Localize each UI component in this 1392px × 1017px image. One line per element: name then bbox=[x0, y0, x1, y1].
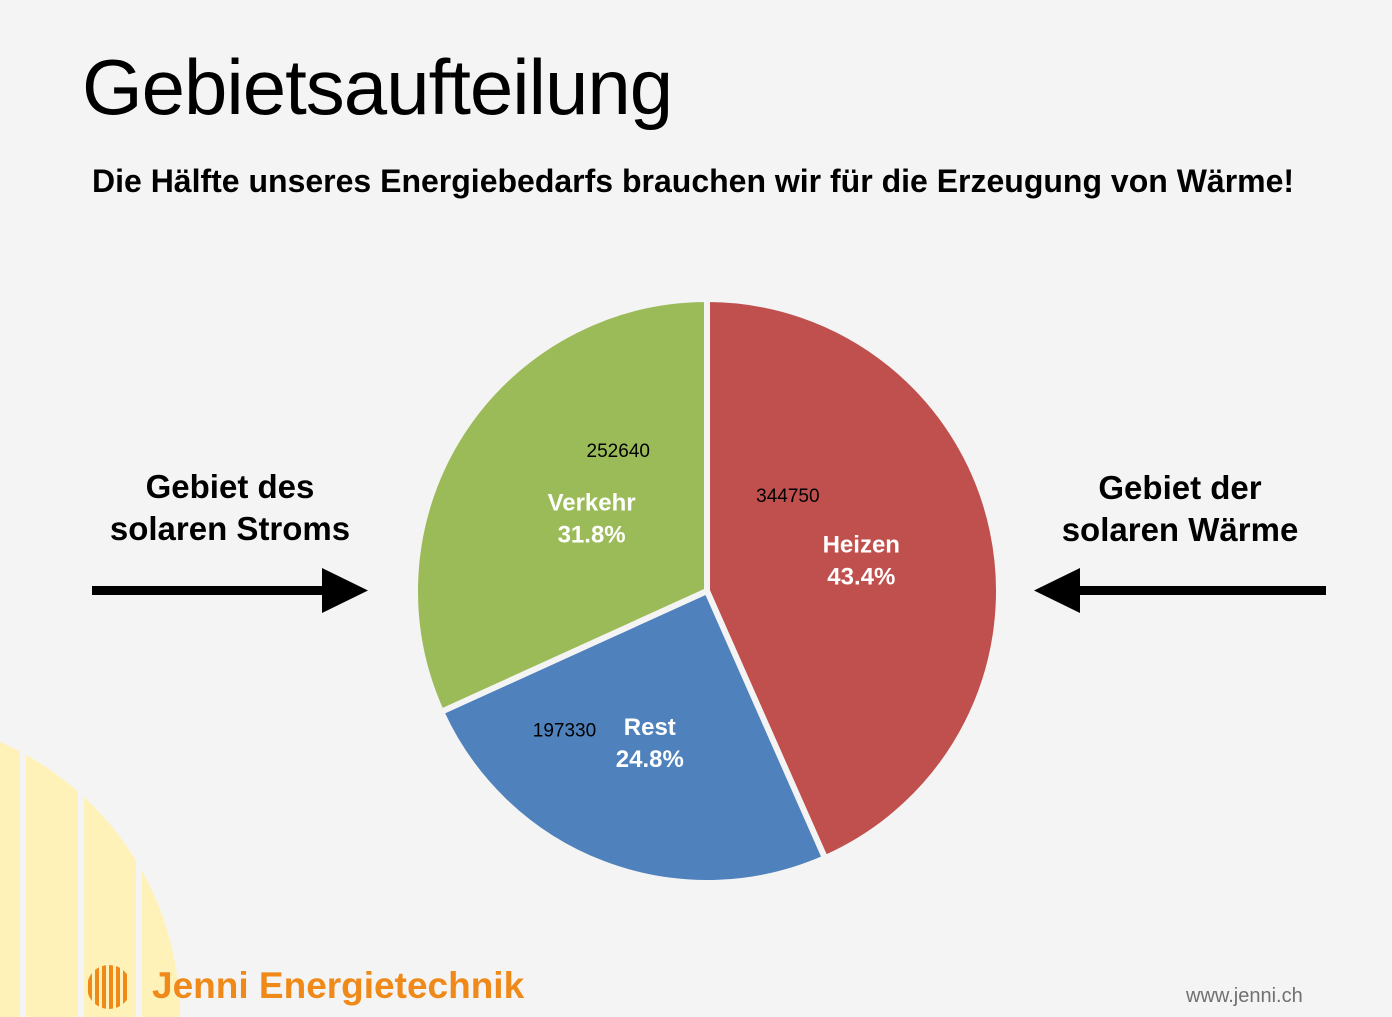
pie-slice-heizen bbox=[704, 296, 1002, 862]
arrow-left-icon bbox=[1034, 568, 1326, 613]
page-title: Gebietsaufteilung bbox=[82, 43, 673, 131]
sun-rays-decoration bbox=[0, 717, 180, 1017]
slice-value-rest: 197330 bbox=[533, 720, 596, 741]
slice-label-rest: Rest 24.8% bbox=[616, 714, 684, 773]
slice-value-heizen: 344750 bbox=[756, 486, 819, 507]
solar-power-label-line1: Gebiet des bbox=[145, 468, 315, 505]
arrow-right-icon bbox=[92, 568, 368, 613]
jenni-sun-logo-icon bbox=[88, 965, 127, 1009]
slice-value-verkehr: 252640 bbox=[587, 441, 650, 462]
pie-slice-rest bbox=[438, 588, 828, 886]
pie-slice-verkehr bbox=[412, 296, 710, 715]
slice-label-heizen: Heizen 43.4% bbox=[823, 531, 900, 590]
page-subtitle: Die Hälfte unseres Energiebedarfs brauch… bbox=[92, 163, 1295, 199]
solar-heat-label-line2: solaren Wärme bbox=[1061, 511, 1299, 549]
solar-heat-area-label: Gebiet der solaren Wärme bbox=[1030, 467, 1330, 551]
solar-heat-label-line1: Gebiet der bbox=[1098, 469, 1262, 506]
solar-power-area-label: Gebiet des solaren Stroms bbox=[80, 466, 380, 550]
website-url: www.jenni.ch bbox=[1186, 985, 1303, 1007]
brand-name: Jenni Energietechnik bbox=[152, 965, 525, 1006]
slice-label-verkehr: Verkehr 31.8% bbox=[548, 490, 636, 549]
solar-power-label-line2: solaren Stroms bbox=[109, 510, 351, 548]
